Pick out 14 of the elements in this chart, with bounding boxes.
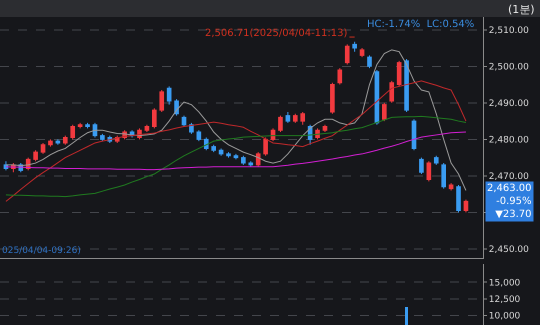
text: 2,463.00 -0.95% ▼23.70 [487, 183, 532, 220]
y-tick-label: 2,500.00 [488, 62, 530, 72]
annotation: 025/04/04-09:26) [2, 246, 81, 256]
y-tick-label: 12,500 [488, 294, 521, 305]
y-tick-label: 10,000 [488, 312, 521, 322]
y-tick-label: 2,480.00 [488, 135, 530, 146]
annotation: 2,506.71(2025/04/04-11:13) [205, 28, 348, 39]
annotation: HC:-1.74% LC:0.54% [367, 19, 474, 30]
y-tick-label: 2,450.00 [488, 245, 530, 256]
y-tick-label: 2,510.00 [488, 26, 530, 36]
y-tick-label: 15,000 [488, 278, 521, 288]
y-tick-label: 2,490.00 [488, 98, 530, 109]
y-tick-label: 2,470.00 [488, 172, 530, 182]
text: (1분) [508, 2, 535, 16]
